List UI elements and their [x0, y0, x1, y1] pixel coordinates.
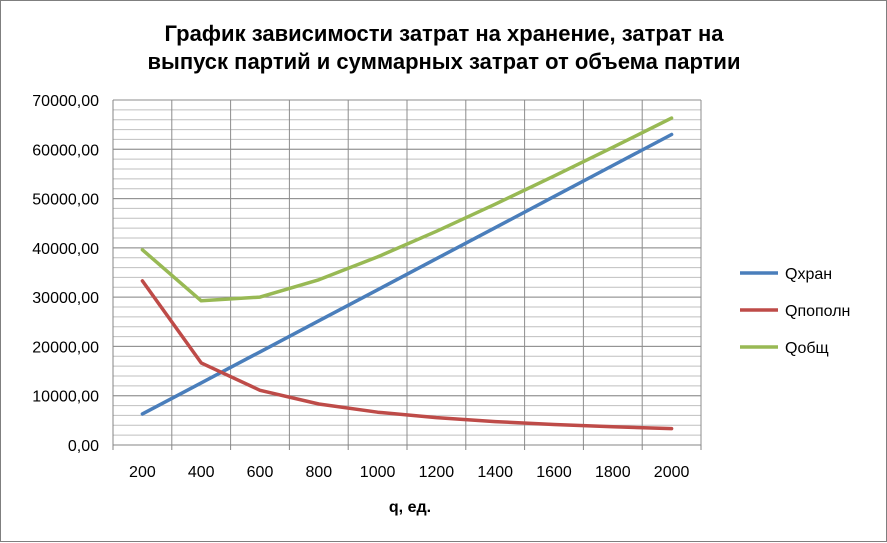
x-tick-label: 1800 [595, 464, 631, 481]
y-tick-label: 70000,00 [32, 93, 99, 110]
x-tick-label: 600 [247, 464, 274, 481]
x-tick-label: 400 [188, 464, 215, 481]
series-line-2 [140, 279, 674, 431]
y-axis-tick-labels: 0,00 10000,00 20000,00 30000,00 40000,00 5000… [32, 93, 99, 455]
series-line-3 [140, 116, 674, 303]
series-lines [140, 116, 674, 431]
y-tick-label: 0,00 [68, 438, 99, 455]
legend: Qхран Qпополн Qобщ [740, 266, 850, 357]
axes [112, 100, 702, 450]
y-tick-label: 60000,00 [32, 142, 99, 159]
x-tick-label: 200 [129, 464, 156, 481]
x-tick-label: 1600 [536, 464, 572, 481]
chart-title-line-2: выпуск партий и суммарных затрат от объе… [148, 49, 741, 74]
legend-label-3: Qобщ [785, 340, 829, 357]
series-line-1 [140, 132, 674, 416]
x-axis-tick-labels: 200 400 600 800 1000 1200 1400 1600 1800 2000 [129, 464, 689, 481]
chart-title-line-1: График зависимости затрат на хранение, з… [165, 21, 725, 46]
legend-label-1: Qхран [785, 266, 832, 283]
y-tick-label: 10000,00 [32, 389, 99, 406]
y-tick-label: 20000,00 [32, 339, 99, 356]
y-tick-label: 40000,00 [32, 241, 99, 258]
legend-label-2: Qпополн [785, 303, 850, 320]
x-tick-label: 1200 [419, 464, 455, 481]
x-tick-label: 800 [305, 464, 332, 481]
x-tick-label: 2000 [654, 464, 690, 481]
x-tick-label: 1000 [360, 464, 396, 481]
x-tick-label: 1400 [477, 464, 513, 481]
y-tick-label: 30000,00 [32, 290, 99, 307]
x-axis-label: q, ед. [389, 499, 431, 516]
grid [112, 99, 702, 446]
y-tick-label: 50000,00 [32, 192, 99, 209]
